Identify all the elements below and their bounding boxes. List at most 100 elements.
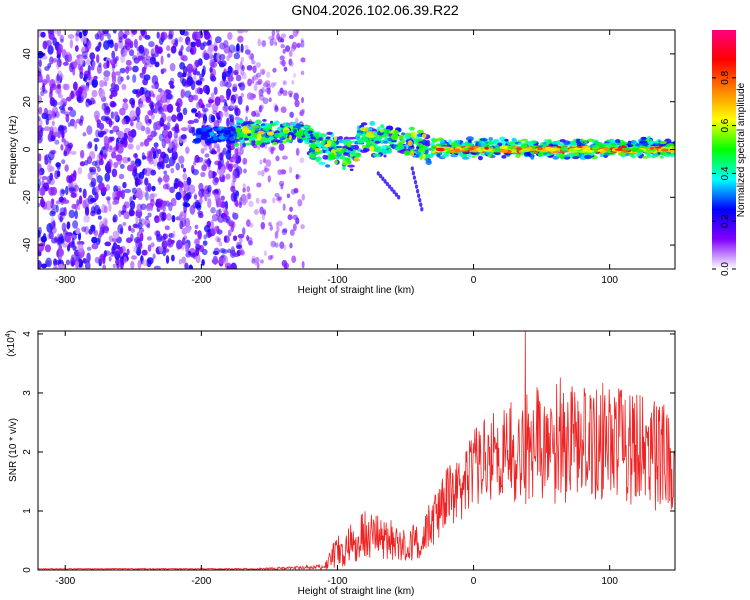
- heatmap-cell: [201, 248, 208, 256]
- heatmap-cell: [267, 175, 271, 183]
- heatmap-cell: [207, 184, 212, 193]
- heatmap-cell: [219, 53, 226, 61]
- heatmap-cell: [530, 154, 535, 160]
- heatmap-cell: [410, 131, 415, 139]
- heatmap-cell: [59, 34, 65, 42]
- heatmap-cell: [227, 75, 234, 82]
- heatmap-cell: [227, 65, 233, 74]
- heatmap-cell: [38, 170, 43, 176]
- heatmap-cell: [46, 175, 52, 185]
- heatmap-cell: [181, 237, 186, 246]
- heatmap-cell: [289, 111, 294, 118]
- colorbar-ticks: 0.0 0.2 0.4 0.6 0.8: [712, 70, 736, 276]
- heatmap-cell: [422, 153, 426, 160]
- heatmap-cell: [666, 143, 675, 147]
- heatmap-cell: [188, 184, 196, 195]
- x-tick-label: 100: [601, 576, 618, 587]
- heatmap-cell: [65, 113, 70, 123]
- heatmap-cell: [148, 118, 152, 124]
- heatmap-cell: [248, 53, 254, 60]
- heatmap-cell: [49, 126, 54, 135]
- heatmap-cell: [247, 132, 251, 137]
- heatmap-cell: [72, 66, 76, 76]
- heatmap-cell: [383, 179, 387, 184]
- heatmap-cell: [279, 87, 284, 94]
- heatmap-cell: [92, 99, 96, 105]
- heatmap-cell: [338, 139, 345, 144]
- heatmap-cell: [264, 167, 270, 172]
- heatmap-cell: [362, 147, 370, 152]
- heatmap-cell: [595, 146, 600, 149]
- heatmap-cell: [59, 233, 64, 243]
- heatmap-cell: [279, 60, 283, 65]
- heatmap-cell: [50, 204, 58, 210]
- heatmap-cell: [208, 113, 214, 124]
- heatmap-cell: [251, 60, 256, 65]
- heatmap-cell: [132, 223, 139, 229]
- heatmap-cell: [261, 40, 267, 48]
- heatmap-cell: [91, 243, 99, 250]
- snr-x-ticks: -300 -200 -100 0 100: [55, 331, 618, 587]
- heatmap-cell: [315, 133, 320, 140]
- heatmap-cell: [116, 155, 122, 165]
- heatmap-cell: [90, 166, 97, 173]
- heatmap-cell: [142, 78, 149, 86]
- heatmap-cell: [160, 161, 164, 170]
- heatmap-cell: [226, 117, 230, 128]
- heatmap-cell: [166, 45, 171, 52]
- heatmap-cell: [78, 195, 83, 205]
- heatmap-cell: [407, 140, 413, 147]
- heatmap-cell: [390, 187, 394, 192]
- heatmap-cell: [203, 108, 207, 119]
- heatmap-cell: [393, 129, 399, 136]
- heatmap-cell: [544, 139, 549, 143]
- heatmap-cell: [419, 155, 423, 160]
- heatmap-cell: [256, 182, 262, 188]
- y-tick-label: 20: [22, 96, 33, 108]
- heatmap-cell: [208, 169, 213, 180]
- heatmap-cell: [148, 160, 154, 165]
- heatmap-cell: [106, 60, 110, 69]
- heatmap-cell: [77, 167, 83, 175]
- heatmap-cell: [341, 160, 350, 166]
- heatmap-cell: [107, 33, 112, 40]
- heatmap-cell: [253, 260, 258, 266]
- heatmap-cell: [82, 188, 87, 199]
- heatmap-cell: [223, 44, 230, 54]
- heatmap-cell: [71, 237, 75, 245]
- heatmap-cell: [237, 233, 245, 239]
- heatmap-cell: [572, 147, 582, 151]
- heatmap-cell: [103, 80, 108, 87]
- heatmap-cell: [296, 43, 301, 49]
- heatmap-cell: [270, 82, 275, 88]
- heatmap-cell: [152, 158, 158, 167]
- heatmap-cell: [515, 153, 521, 158]
- heatmap-cell: [165, 89, 172, 95]
- heatmap-cell: [319, 133, 327, 138]
- heatmap-cell: [271, 30, 276, 37]
- heatmap-cell: [180, 134, 187, 140]
- heatmap-cell: [74, 209, 78, 220]
- heatmap-cell: [233, 193, 238, 202]
- heatmap-cell: [91, 78, 98, 88]
- heatmap-cell: [240, 56, 245, 63]
- heatmap-cell: [663, 152, 671, 157]
- heatmap-cell: [425, 149, 429, 154]
- heatmap-cell: [193, 94, 199, 101]
- heatmap-cell: [276, 32, 281, 41]
- heatmap-cell: [151, 84, 158, 89]
- heatmap-cell: [154, 201, 161, 207]
- heatmap-cell: [225, 81, 232, 88]
- heatmap-cell: [251, 110, 257, 117]
- heatmap-cell: [93, 137, 100, 143]
- heatmap-cell: [338, 135, 344, 140]
- heatmap-cell: [192, 64, 197, 70]
- heatmap-cell: [424, 143, 431, 147]
- heatmap-cell: [276, 139, 280, 143]
- heatmap-cell: [242, 187, 246, 193]
- heatmap-cell: [409, 150, 415, 157]
- heatmap-cell: [49, 90, 53, 100]
- heatmap-cell: [258, 105, 262, 113]
- heatmap-cell: [220, 195, 225, 201]
- heatmap-cell: [275, 155, 280, 162]
